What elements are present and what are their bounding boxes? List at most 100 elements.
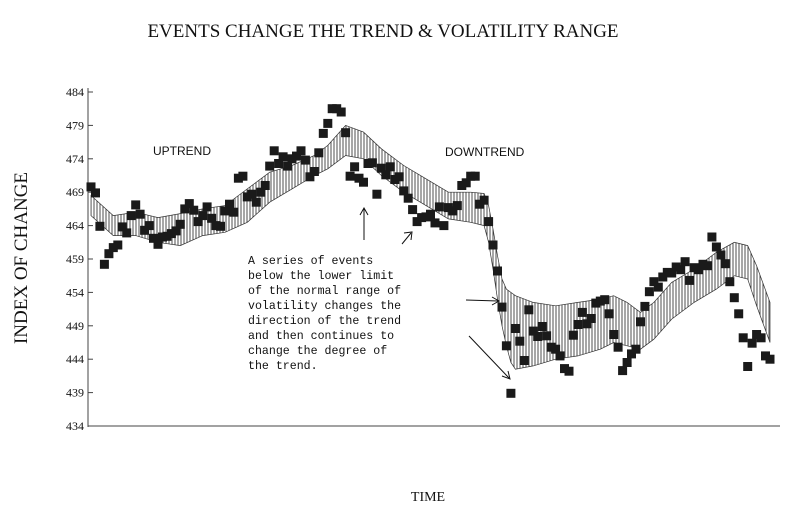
data-point <box>510 324 520 333</box>
data-point <box>479 195 489 205</box>
annotation-note: A series of events below the lower limit… <box>248 255 401 373</box>
data-point <box>225 199 234 209</box>
data-point <box>207 213 217 223</box>
data-point <box>171 226 181 236</box>
data-point <box>573 320 583 329</box>
y-tick-label: 444 <box>66 352 84 366</box>
data-point <box>269 146 279 156</box>
annotation-arrows <box>359 206 511 380</box>
data-point <box>716 250 726 260</box>
data-point <box>653 282 663 292</box>
data-point <box>551 344 561 354</box>
y-tick-label: 434 <box>66 419 84 433</box>
data-point <box>359 177 368 187</box>
arrow-right-icon <box>465 296 501 306</box>
data-point <box>506 388 516 398</box>
data-point <box>484 217 494 227</box>
chart-title: EVENTS CHANGE THE TREND & VOLATILITY RAN… <box>147 21 618 42</box>
data-point <box>533 332 543 341</box>
data-point <box>729 293 739 303</box>
data-point <box>658 272 668 282</box>
data-point <box>515 336 525 346</box>
data-point <box>568 330 578 340</box>
data-point <box>461 178 471 188</box>
data-point <box>747 338 757 348</box>
data-point <box>627 349 636 359</box>
y-tick-label: 469 <box>66 185 84 199</box>
note-line: volatility changes the <box>248 300 401 313</box>
data-point <box>528 326 538 336</box>
data-point <box>676 265 686 275</box>
data-point <box>144 221 154 231</box>
data-point <box>680 257 690 267</box>
data-point <box>309 167 319 176</box>
data-point <box>149 233 158 243</box>
data-point <box>555 351 565 361</box>
data-point <box>613 342 623 352</box>
data-point <box>251 197 261 207</box>
data-point <box>394 172 404 182</box>
data-point <box>600 295 610 305</box>
data-point <box>131 200 141 210</box>
note-line: direction of the trend <box>248 315 401 328</box>
data-point <box>189 205 199 215</box>
data-point <box>636 317 645 327</box>
data-point <box>426 209 435 219</box>
note-line: A series of events <box>248 255 373 268</box>
data-point <box>345 171 355 181</box>
arrow-up-right-icon <box>401 231 413 245</box>
data-point <box>685 275 695 285</box>
data-point <box>180 204 190 214</box>
data-point <box>604 309 614 319</box>
data-point <box>430 218 440 228</box>
data-point <box>122 228 132 238</box>
data-point <box>667 268 677 278</box>
note-line: the trend. <box>248 360 318 373</box>
data-point <box>184 199 194 209</box>
data-point <box>707 232 717 242</box>
uptrend-label: UPTREND <box>153 144 211 158</box>
data-point <box>497 302 507 312</box>
data-point <box>519 356 529 365</box>
note-line: and then continues to <box>248 330 394 343</box>
data-point <box>586 314 596 323</box>
data-point <box>202 202 212 212</box>
data-point <box>703 261 712 271</box>
data-point <box>537 322 547 331</box>
data-point <box>229 207 239 217</box>
volatility-band <box>90 124 771 370</box>
data-point <box>376 163 386 173</box>
data-point <box>260 181 270 190</box>
data-point <box>323 118 333 128</box>
data-point <box>381 170 391 180</box>
data-point <box>265 161 275 171</box>
data-point <box>501 341 511 351</box>
data-point <box>622 358 632 367</box>
y-tick-label: 454 <box>66 285 84 299</box>
data-point <box>488 240 498 250</box>
data-point <box>743 362 753 371</box>
y-ticks: 484 479 474 469 464 459 454 449 444 439 434 <box>66 85 93 433</box>
data-point <box>609 330 619 339</box>
data-point <box>493 266 502 276</box>
data-point <box>367 158 377 168</box>
y-tick-label: 479 <box>66 118 84 132</box>
band-area <box>90 124 771 370</box>
data-point <box>198 211 208 221</box>
data-point <box>296 146 306 156</box>
data-point <box>734 309 744 319</box>
data-point <box>542 331 552 341</box>
data-point <box>644 287 654 297</box>
data-point <box>117 222 127 232</box>
data-point <box>256 187 266 197</box>
data-point <box>292 151 301 161</box>
data-point <box>283 161 293 171</box>
data-point <box>220 206 230 216</box>
data-point <box>399 186 409 196</box>
arrow-up-icon <box>359 206 369 240</box>
data-point <box>738 333 748 343</box>
y-tick-label: 474 <box>66 152 84 166</box>
data-point <box>470 171 480 181</box>
data-point <box>300 155 310 165</box>
